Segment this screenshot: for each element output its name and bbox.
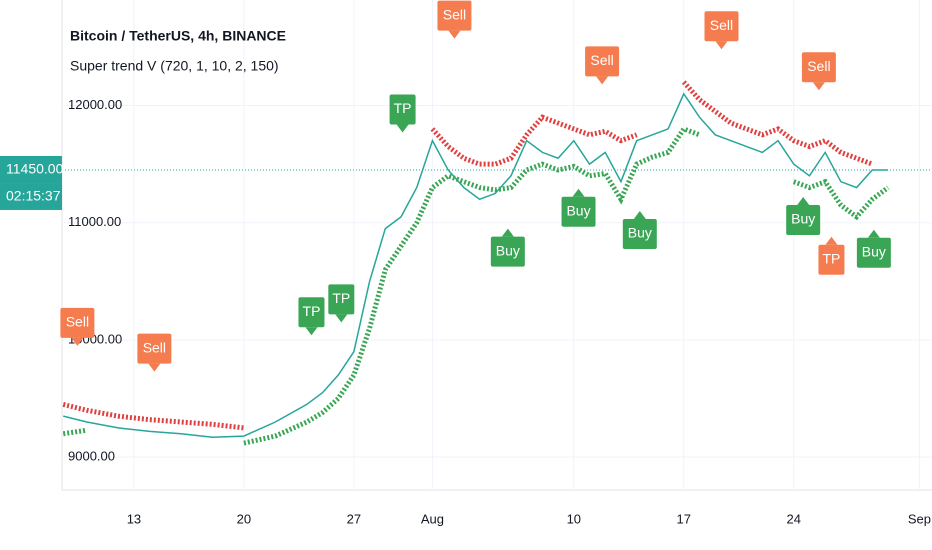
x-tick-label: 20 bbox=[237, 511, 251, 526]
signal-pointer bbox=[448, 30, 461, 39]
signal-box bbox=[622, 219, 657, 250]
signal-box bbox=[818, 244, 845, 275]
signal-text: Sell bbox=[443, 6, 466, 22]
chart-title: Bitcoin / TetherUS, 4h, BINANCE bbox=[70, 28, 286, 44]
signal-label: TP bbox=[298, 297, 325, 336]
signal-label: Sell bbox=[801, 52, 836, 91]
x-tick-label: 10 bbox=[567, 511, 581, 526]
trend-line bbox=[243, 125, 701, 446]
signal-pointer bbox=[812, 82, 825, 91]
signal-text: TP bbox=[823, 250, 841, 266]
signal-box bbox=[561, 196, 596, 227]
signal-label: Sell bbox=[60, 307, 95, 346]
x-tick-label: Aug bbox=[421, 511, 444, 526]
signal-pointer bbox=[305, 327, 318, 336]
signal-text: TP bbox=[394, 100, 412, 116]
signal-text: TP bbox=[332, 290, 350, 306]
signal-pointer bbox=[71, 337, 84, 346]
x-tick-label: 13 bbox=[127, 511, 141, 526]
signal-label: Buy bbox=[786, 196, 821, 235]
y-tick-label: 11000.00 bbox=[68, 214, 121, 229]
signal-label: Buy bbox=[490, 228, 525, 267]
trend-line bbox=[792, 178, 890, 221]
y-tick-label: 9000.00 bbox=[68, 449, 115, 464]
price-badge-label: 11450.00 bbox=[6, 161, 64, 177]
plot bbox=[62, 80, 932, 446]
signal-label: TP bbox=[389, 94, 416, 133]
signal-label: Sell bbox=[137, 333, 172, 372]
signal-box bbox=[137, 333, 172, 364]
trend-line bbox=[430, 114, 638, 167]
signal-text: Buy bbox=[496, 242, 520, 258]
signal-text: Sell bbox=[710, 17, 733, 33]
signal-box bbox=[60, 307, 95, 338]
signal-box bbox=[389, 94, 416, 125]
trend-line bbox=[62, 401, 245, 431]
signal-label: Sell bbox=[704, 11, 739, 50]
signal-text: Sell bbox=[143, 339, 166, 355]
signal-text: Sell bbox=[807, 58, 830, 74]
chart-subtitle: Super trend V (720, 1, 10, 2, 150) bbox=[70, 58, 279, 74]
x-tick-label: 17 bbox=[677, 511, 691, 526]
y-tick-label: 12000.00 bbox=[68, 97, 122, 112]
x-tick-label: 24 bbox=[787, 511, 801, 526]
signal-label: Sell bbox=[437, 0, 472, 39]
countdown-label: 02:15:37 bbox=[6, 188, 61, 204]
countdown-badge bbox=[0, 183, 62, 210]
x-tick-label: Sep bbox=[908, 511, 931, 526]
signal-box bbox=[786, 204, 821, 235]
trend-line bbox=[681, 80, 874, 167]
signal-text: Sell bbox=[66, 314, 89, 330]
signal-label: Sell bbox=[585, 46, 620, 85]
signal-text: TP bbox=[303, 303, 321, 319]
signal-box bbox=[585, 46, 620, 77]
signal-pointer bbox=[148, 363, 161, 372]
grid bbox=[62, 0, 932, 490]
signal-box bbox=[704, 11, 739, 42]
signal-text: Buy bbox=[566, 202, 590, 218]
signal-text: Buy bbox=[862, 243, 886, 259]
signal-label: Buy bbox=[561, 188, 596, 227]
signal-box bbox=[328, 284, 355, 315]
signal-label: Buy bbox=[856, 229, 891, 268]
signal-label: Buy bbox=[622, 211, 657, 250]
signal-pointer bbox=[501, 228, 514, 237]
signal-pointer bbox=[825, 236, 838, 245]
x-tick-label: 27 bbox=[347, 511, 361, 526]
signal-pointer bbox=[335, 314, 348, 323]
signal-label: TP bbox=[328, 284, 355, 323]
signal-text: Buy bbox=[628, 225, 652, 241]
signal-box bbox=[298, 297, 325, 328]
signal-pointer bbox=[867, 229, 880, 238]
signal-box bbox=[490, 236, 525, 267]
signal-box bbox=[437, 0, 472, 31]
signal-box bbox=[856, 237, 891, 268]
signal-label: TP bbox=[818, 236, 845, 275]
signal-text: Sell bbox=[590, 52, 613, 68]
signal-text: Buy bbox=[791, 211, 815, 227]
signal-pointer bbox=[797, 196, 810, 205]
signal-box bbox=[801, 52, 836, 83]
signal-pointer bbox=[715, 41, 728, 50]
signal-pointer bbox=[596, 76, 609, 85]
signal-pointer bbox=[396, 124, 409, 133]
signal-pointer bbox=[633, 211, 646, 220]
price-badge bbox=[0, 155, 62, 184]
price-line bbox=[63, 92, 889, 439]
signal-pointer bbox=[572, 188, 585, 197]
